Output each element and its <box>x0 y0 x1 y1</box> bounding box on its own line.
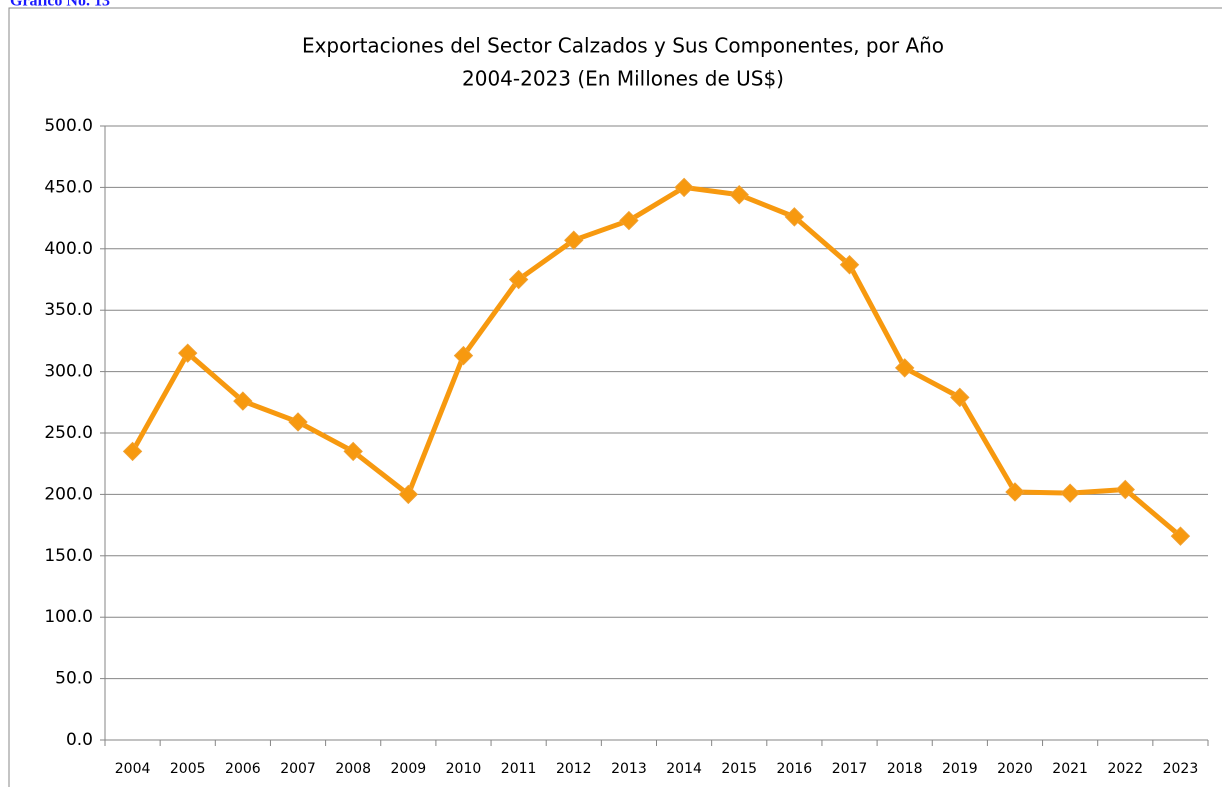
data-point <box>619 210 639 231</box>
y-tick-label: 450.0 <box>44 177 93 197</box>
y-tick-label: 400.0 <box>44 239 93 259</box>
y-tick-label: 250.0 <box>44 423 93 443</box>
data-point <box>178 343 198 363</box>
page-label: Grafico No. 13 <box>10 0 110 10</box>
data-point <box>1060 483 1080 503</box>
series-line <box>130 184 1183 539</box>
y-tick-label: 100.0 <box>44 607 93 627</box>
x-tick-label: 2021 <box>1052 761 1088 777</box>
data-point <box>453 345 474 366</box>
x-tick-label: 2006 <box>225 761 261 777</box>
y-tick-label: 200.0 <box>44 484 93 504</box>
data-point <box>233 391 253 411</box>
x-tick-label: 2015 <box>721 761 757 777</box>
data-point <box>398 484 419 505</box>
data-point <box>343 441 363 462</box>
data-point <box>1005 482 1025 502</box>
x-tick-label: 2008 <box>335 761 371 777</box>
data-point <box>508 269 529 290</box>
y-tick-label: 500.0 <box>44 116 93 136</box>
x-tick-label: 2023 <box>1163 761 1199 777</box>
chart-subtitle: 2004-2023 (En Millones de US$) <box>462 67 784 91</box>
y-tick-label: 300.0 <box>44 362 93 382</box>
chart-title: Exportaciones del Sector Calzados y Sus … <box>302 34 944 58</box>
x-tick-label: 2007 <box>280 761 316 777</box>
chart-frame <box>8 7 1222 787</box>
data-point <box>1115 479 1135 500</box>
x-tick-label: 2019 <box>942 761 978 777</box>
x-tick-label: 2011 <box>501 761 537 777</box>
data-point <box>784 207 805 227</box>
x-tick-label: 2020 <box>997 761 1033 777</box>
data-point <box>564 230 584 250</box>
x-tick-label: 2010 <box>446 761 482 777</box>
data-point <box>729 185 749 205</box>
data-point <box>288 412 308 432</box>
x-tick-label: 2018 <box>887 761 923 777</box>
y-tick-label: 150.0 <box>44 546 93 566</box>
x-tick-label: 2014 <box>666 761 702 777</box>
data-point <box>1170 526 1191 546</box>
x-tick-label: 2004 <box>115 761 151 777</box>
x-tick-label: 2009 <box>391 761 427 777</box>
data-point <box>894 358 915 378</box>
x-tick-label: 2005 <box>170 761 206 777</box>
data-point <box>674 177 694 198</box>
data-point <box>839 255 860 275</box>
data-point <box>950 387 970 408</box>
x-tick-label: 2013 <box>611 761 647 777</box>
y-tick-label: 350.0 <box>44 300 93 320</box>
x-tick-label: 2022 <box>1107 761 1143 777</box>
y-tick-label: 0.0 <box>66 730 93 750</box>
x-tick-label: 2016 <box>777 761 813 777</box>
y-tick-label: 50.0 <box>55 669 93 689</box>
x-tick-label: 2017 <box>832 761 868 777</box>
data-point <box>122 441 143 462</box>
x-tick-label: 2012 <box>556 761 592 777</box>
